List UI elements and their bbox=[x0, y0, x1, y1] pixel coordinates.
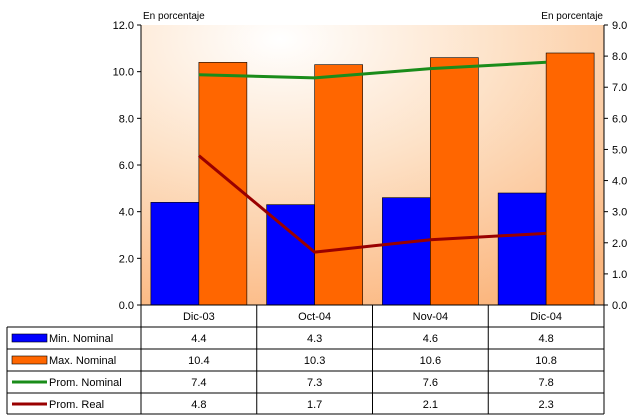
table-cell-prom-nominal: 7.8 bbox=[538, 377, 553, 389]
right-tick-label: 9.0 bbox=[612, 20, 627, 32]
bar-min-nominal-1 bbox=[266, 204, 315, 306]
legend-label-max-nominal: Max. Nominal bbox=[49, 355, 116, 367]
category-label: Dic-03 bbox=[183, 311, 215, 323]
left-axis-unit-label: En porcentaje bbox=[143, 11, 205, 22]
table-cell-prom-nominal: 7.4 bbox=[191, 377, 206, 389]
category-label: Oct-04 bbox=[298, 311, 331, 323]
table-cell-max-nominal: 10.8 bbox=[535, 355, 556, 367]
right-tick-label: 2.0 bbox=[612, 238, 627, 250]
category-label: Nov-04 bbox=[413, 311, 448, 323]
category-label: Dic-04 bbox=[530, 311, 562, 323]
bar-max-nominal-3 bbox=[545, 52, 595, 306]
legend-key-max-nominal bbox=[11, 355, 48, 365]
table-cell-max-nominal: 10.6 bbox=[420, 355, 441, 367]
left-tick-label: 8.0 bbox=[119, 113, 134, 125]
table-cell-prom-nominal: 7.6 bbox=[423, 377, 438, 389]
left-tick-label: 0.0 bbox=[119, 300, 134, 312]
bar-max-nominal-2 bbox=[430, 57, 479, 306]
right-tick-label: 3.0 bbox=[612, 207, 627, 219]
right-tick-label: 8.0 bbox=[612, 51, 627, 63]
right-tick-label: 5.0 bbox=[612, 144, 627, 156]
bar-min-nominal-0 bbox=[150, 202, 200, 306]
table-cell-max-nominal: 10.3 bbox=[304, 355, 325, 367]
legend-label-min-nominal: Min. Nominal bbox=[49, 333, 113, 345]
table-cell-max-nominal: 10.4 bbox=[188, 355, 209, 367]
left-tick-label: 4.0 bbox=[119, 207, 134, 219]
left-tick-label: 12.0 bbox=[113, 20, 134, 32]
table-cell-min-nominal: 4.8 bbox=[538, 333, 553, 345]
right-tick-label: 1.0 bbox=[612, 269, 627, 281]
legend-key-min-nominal bbox=[11, 333, 48, 343]
table-cell-prom-real: 2.3 bbox=[538, 399, 553, 411]
right-axis-unit-label: En porcentaje bbox=[541, 11, 603, 22]
right-tick-label: 4.0 bbox=[612, 176, 627, 188]
right-tick-label: 7.0 bbox=[612, 82, 627, 94]
table-cell-prom-real: 1.7 bbox=[307, 399, 322, 411]
left-tick-label: 2.0 bbox=[119, 253, 134, 265]
right-tick-label: 6.0 bbox=[612, 113, 627, 125]
table-cell-prom-real: 4.8 bbox=[191, 399, 206, 411]
table-cell-prom-real: 2.1 bbox=[423, 399, 438, 411]
left-tick-label: 10.0 bbox=[113, 67, 134, 79]
table-cell-min-nominal: 4.6 bbox=[423, 333, 438, 345]
table-cell-min-nominal: 4.4 bbox=[191, 333, 206, 345]
table-cell-min-nominal: 4.3 bbox=[307, 333, 322, 345]
legend-label-prom-real: Prom. Real bbox=[49, 399, 104, 411]
right-tick-label: 0.0 bbox=[612, 300, 627, 312]
table-cell-prom-nominal: 7.3 bbox=[307, 377, 322, 389]
bar-max-nominal-0 bbox=[198, 62, 248, 306]
bar-min-nominal-3 bbox=[497, 192, 547, 306]
bar-max-nominal-1 bbox=[314, 64, 363, 306]
bar-min-nominal-2 bbox=[382, 197, 431, 306]
line-prom-real bbox=[197, 154, 547, 254]
line-prom-nominal bbox=[198, 60, 547, 80]
legend-label-prom-nominal: Prom. Nominal bbox=[49, 377, 122, 389]
left-tick-label: 6.0 bbox=[119, 160, 134, 172]
